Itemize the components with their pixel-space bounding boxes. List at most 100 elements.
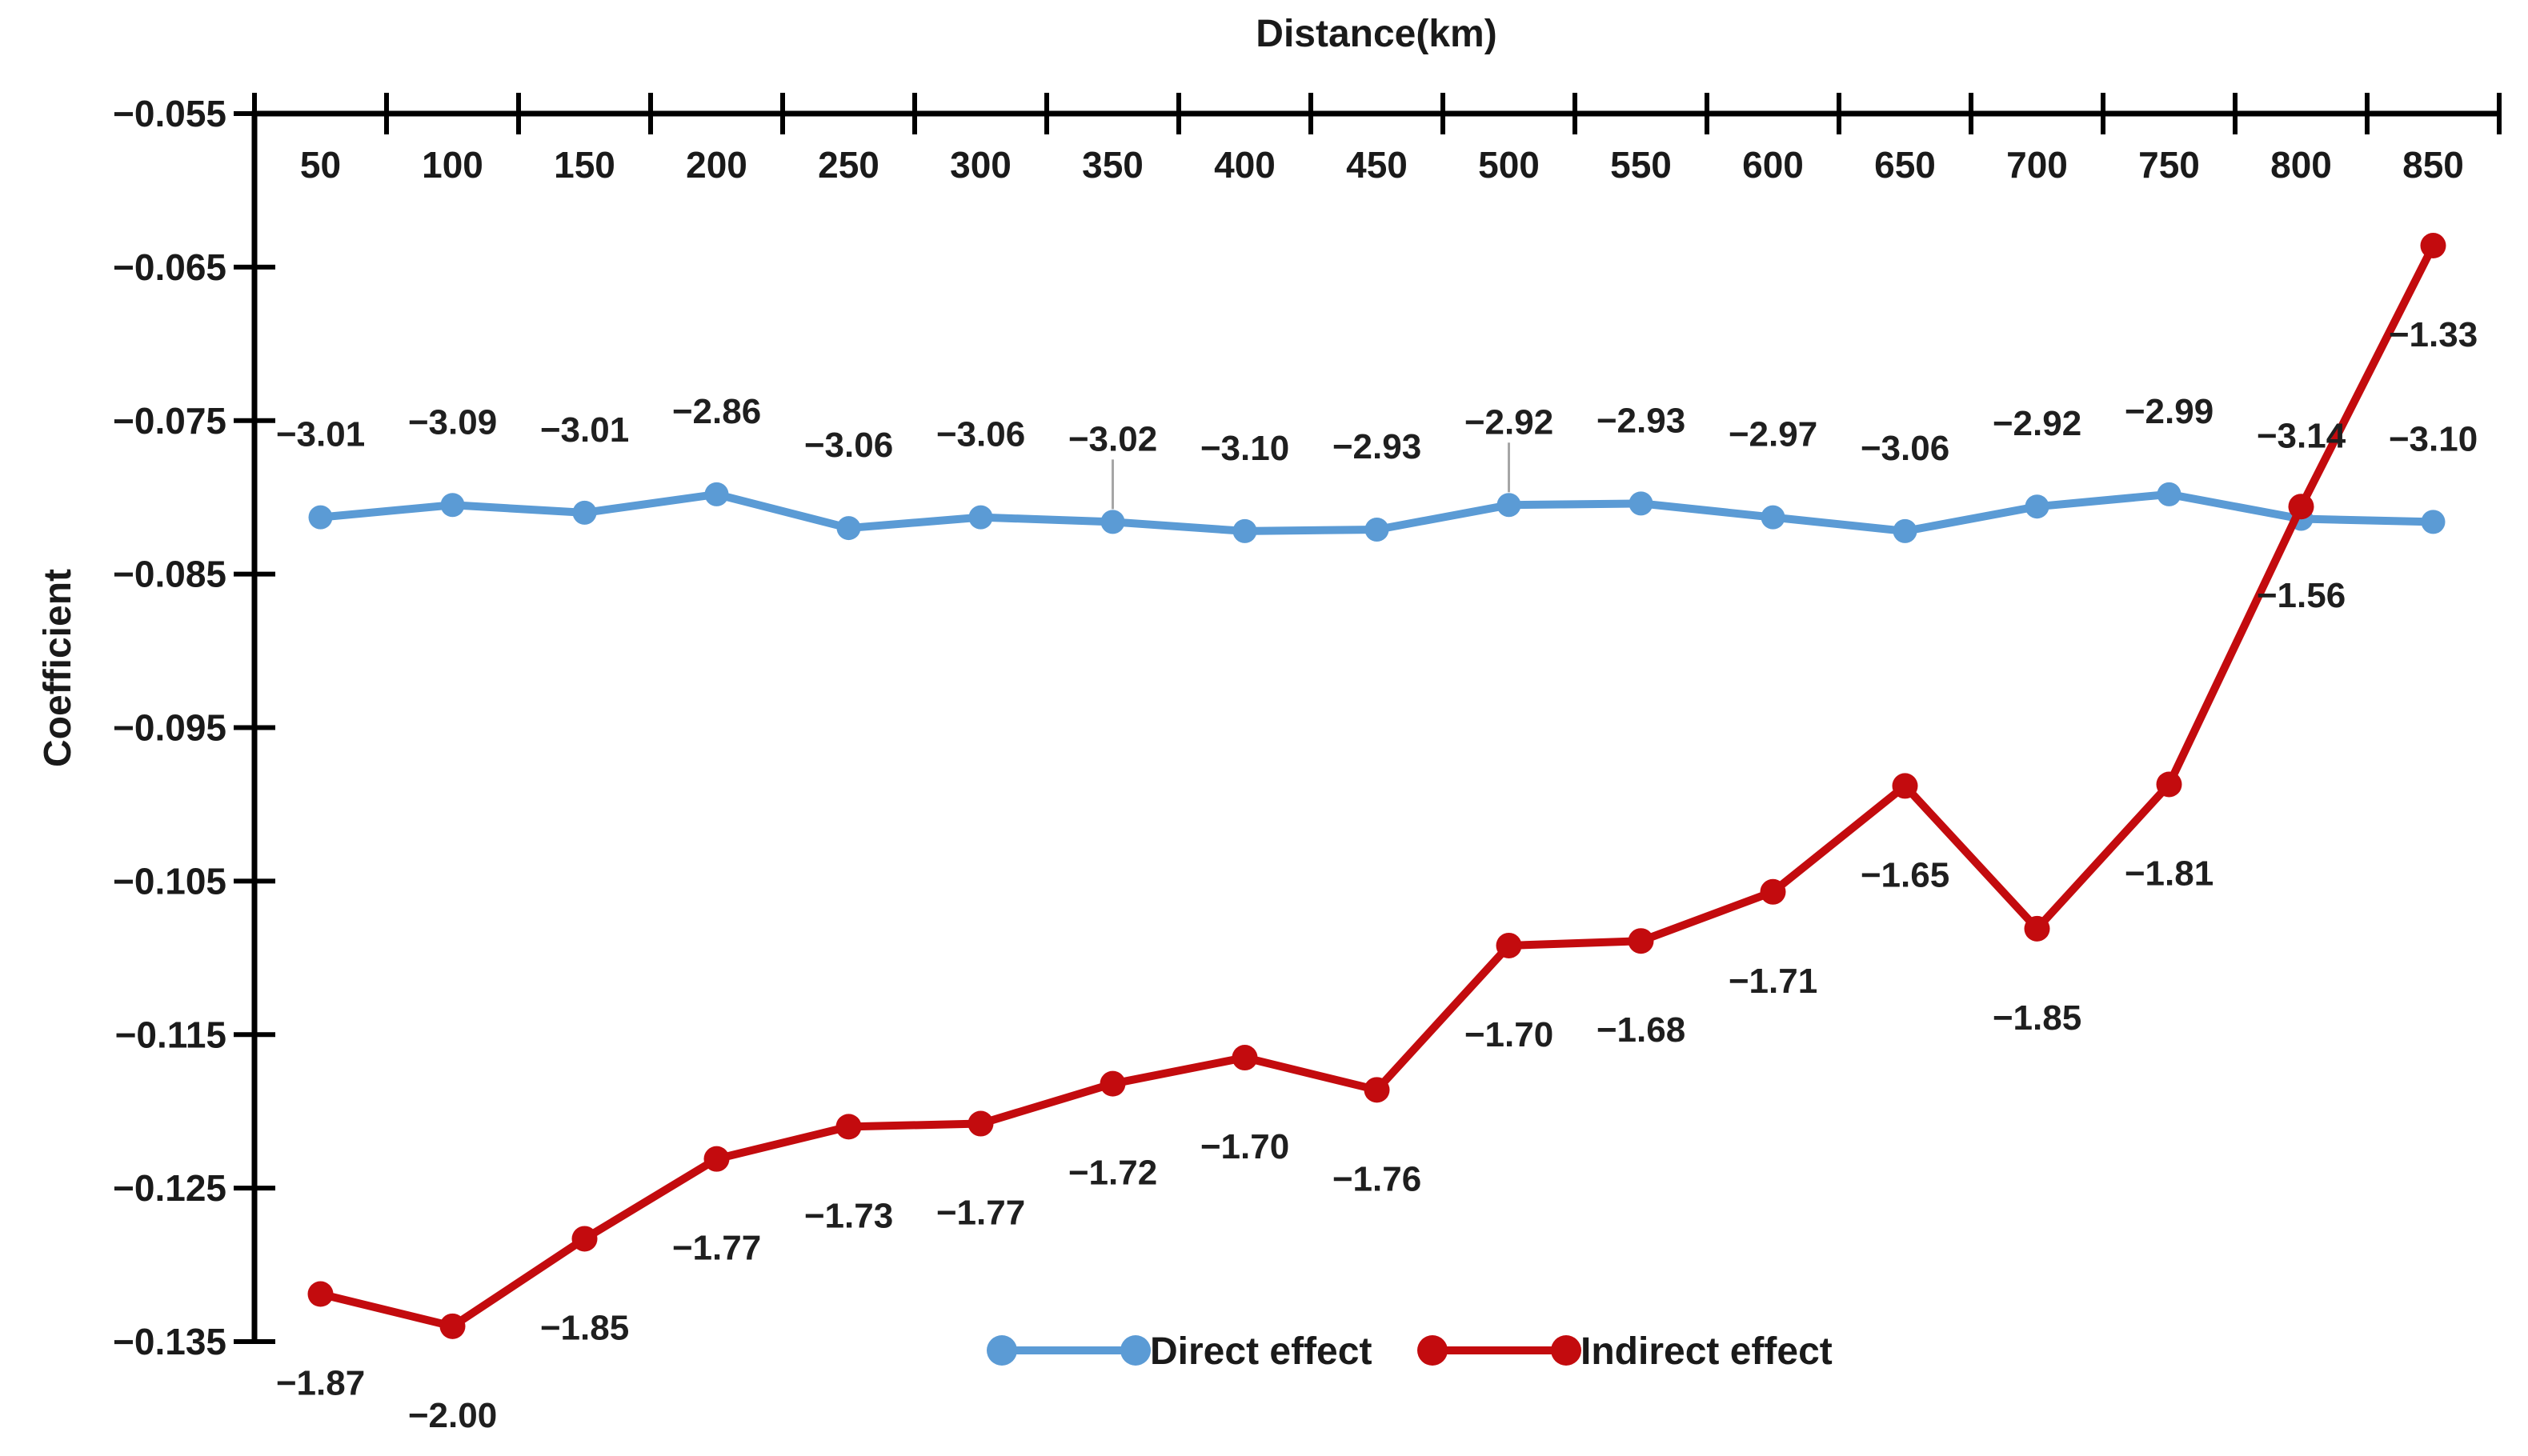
data-point-label: −3.06 [936,415,1025,454]
data-point-label: −1.85 [540,1308,629,1347]
x-tick-label: 850 [2402,144,2464,186]
data-point [1100,1070,1126,1097]
data-point [703,1146,730,1172]
x-tick-label: 150 [554,144,615,186]
x-tick-label: 550 [1610,144,1672,186]
data-point [836,516,861,541]
data-point [2024,915,2050,942]
data-point [2420,233,2446,259]
data-point-label: −1.65 [1861,855,1949,894]
legend-marker-dot [1551,1335,1581,1366]
data-point [1761,505,1785,530]
data-point [2025,494,2049,519]
data-point [1232,518,1257,543]
data-point [1364,517,1389,542]
data-point [1232,1045,1258,1071]
y-axis-title: Coefficient [37,569,79,767]
data-point [571,1226,598,1252]
data-labels: −3.01 −3.09 −3.01 −2.86 −3.06 −3.06 −3.02 −3.10… [276,315,2478,1435]
series [307,233,2446,1339]
data-point [835,1114,862,1140]
data-point-label: −3.01 [540,410,629,450]
leader-lines [1112,442,1510,510]
data-point [308,505,333,530]
data-point-label: −1.33 [2389,315,2478,354]
y-tick-label: −0.055 [113,93,226,134]
x-tick-label: 650 [1874,144,1936,186]
legend-marker-dot [1120,1335,1151,1366]
data-point [2421,510,2446,534]
legend-item-direct-effect: Direct effect [987,1330,1372,1373]
data-point-label: −3.01 [276,415,365,454]
data-point-label: −2.92 [1464,402,1553,442]
data-point-label: −3.14 [2257,417,2346,456]
data-point [2156,771,2182,798]
x-tick-label: 200 [686,144,747,186]
y-tick-label: −0.105 [113,860,226,902]
data-point-label: −1.70 [1200,1127,1289,1166]
y-tick-label: −0.125 [113,1167,226,1209]
y-tick-label: −0.095 [113,707,226,749]
x-tick-label: 50 [300,144,341,186]
data-point [1893,518,1917,543]
data-point [307,1281,334,1307]
data-point-label: −1.77 [672,1229,761,1268]
x-tick-label: 350 [1082,144,1144,186]
data-point [439,1313,466,1339]
legend-marker-dot [987,1335,1017,1366]
data-point-label: −3.02 [1068,419,1157,458]
data-point-label: −3.10 [2389,419,2478,458]
series-indirect-effect [307,233,2446,1339]
y-tick-label: −0.075 [113,400,226,442]
legend-item-indirect-effect: Indirect effect [1417,1330,1833,1373]
legend: Direct effect Indirect effect [987,1330,1833,1373]
x-tick-label: 300 [950,144,1012,186]
data-point [1100,510,1125,534]
x-tick-label: 450 [1346,144,1408,186]
data-point-label: −2.99 [2125,392,2214,431]
legend-label: Indirect effect [1581,1330,1833,1373]
data-point [968,1110,994,1137]
data-point-label: −2.93 [1597,401,1685,440]
data-point [1629,491,1653,516]
data-point [440,493,465,518]
y-tick-label: −0.115 [115,1014,226,1055]
x-tick-label: 750 [2138,144,2200,186]
x-tick-label: 700 [2006,144,2068,186]
data-point [1892,773,1918,799]
data-point-label: −3.10 [1200,429,1289,468]
data-point-label: −1.56 [2257,576,2346,615]
data-point-label: −1.76 [1332,1159,1421,1198]
x-tick-label: 250 [818,144,879,186]
data-point [1628,928,1654,954]
axes: 50 100 150 200 250 300 350 400 450 500 550 600 650 70… [113,93,2502,1362]
data-point [704,482,729,506]
data-point-label: −3.06 [804,426,893,465]
data-point-label: −1.71 [1729,962,1817,1001]
data-point-label: −2.92 [1993,404,2081,443]
legend-marker-dot [1417,1335,1448,1366]
data-point-label: −1.72 [1068,1154,1157,1193]
y-tick-label: −0.065 [113,246,226,288]
data-point [968,505,993,530]
series-direct-effect [308,482,2446,543]
y-tick-label: −0.135 [113,1321,226,1362]
data-point-label: −1.85 [1993,998,2081,1038]
x-tick-label: 400 [1214,144,1276,186]
data-point-label: −2.97 [1729,415,1817,454]
legend-label: Direct effect [1150,1330,1372,1373]
data-point [2157,482,2181,506]
x-tick-label: 100 [422,144,483,186]
data-point [572,500,597,525]
data-point [2288,494,2314,520]
data-point-label: −1.68 [1597,1010,1685,1050]
data-point [1496,932,1522,958]
y-tick-label: −0.085 [113,554,226,595]
data-point-label: −1.73 [804,1196,893,1235]
data-point-label: −1.81 [2125,854,2214,893]
data-point-label: −2.93 [1332,427,1421,466]
x-axis-title: Distance(km) [1256,13,1496,55]
x-tick-label: 600 [1742,144,1804,186]
x-tick-label: 800 [2270,144,2332,186]
